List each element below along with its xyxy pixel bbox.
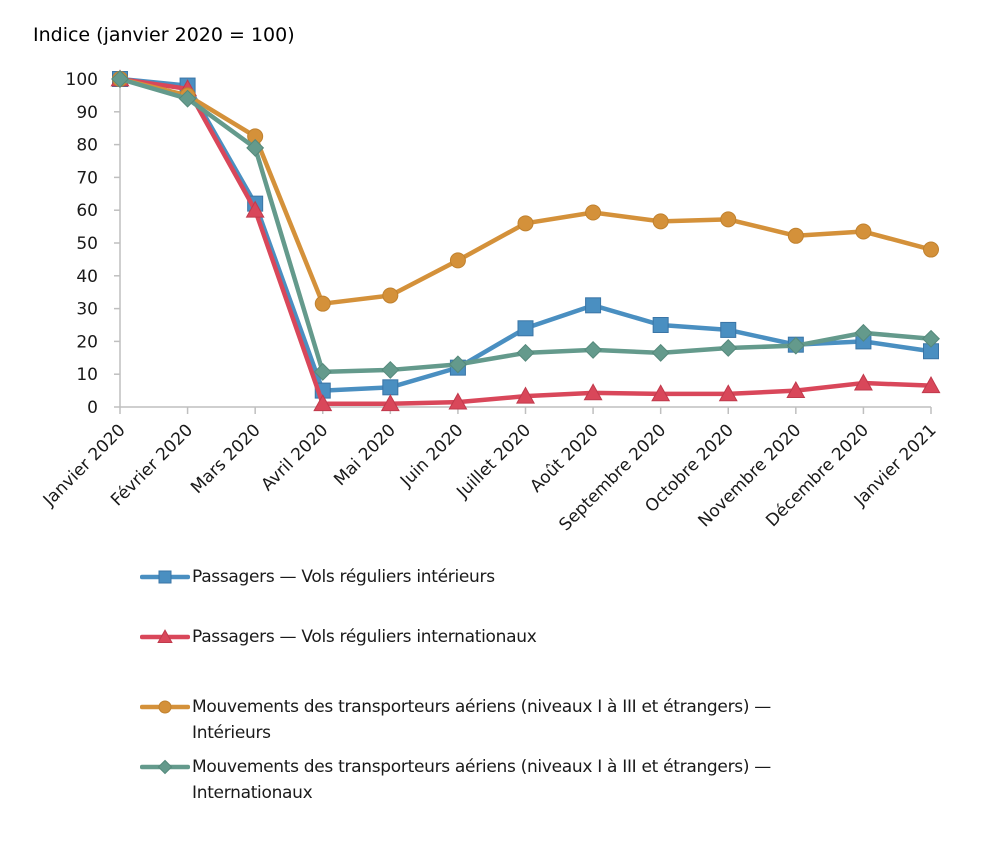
y-tick-label: 90 [76,103,98,123]
series-3 [112,71,939,312]
y-tick-labels: 0 10 20 30 40 50 60 70 80 90 100 [66,70,98,418]
data-point [448,392,468,410]
data-point [719,339,738,357]
data-point [854,323,873,342]
legend-swatch-diamond-icon [140,759,190,775]
data-point [853,373,873,391]
legend-marker [157,759,173,775]
data-point [381,360,400,379]
legend-swatch-square-icon [140,570,190,584]
x-tick-label: Avril 2020 [257,420,332,495]
legend-label-line: Passagers — Vols réguliers intérieurs [192,567,495,587]
data-point [382,379,399,396]
data-point [718,384,738,402]
legend-item: Mouvements des transporteurs aériens (ni… [140,754,771,806]
legend-label: Passagers — Vols réguliers intérieurs [192,564,495,590]
legend-label-line: Passagers — Vols réguliers internationau… [192,627,537,647]
legend-label: Mouvements des transporteurs aériens (ni… [192,754,771,806]
data-point [313,362,332,381]
data-point [111,70,129,88]
y-tick-label: 10 [76,365,98,385]
data-point [786,336,805,355]
legend-label-line: Mouvements des transporteurs aériens (ni… [192,757,771,777]
legend-swatch-circle-icon [140,700,190,714]
y-tick-label: 30 [76,300,98,320]
series-4 [111,70,940,381]
data-point [787,227,804,244]
y-tick-label: 100 [66,70,98,90]
data-point [245,200,265,218]
y-tick-label: 70 [76,168,98,188]
legend-label-line: Mouvements des transporteurs aériens (ni… [192,697,771,717]
data-point [517,215,534,232]
legend-item: Passagers — Vols réguliers internationau… [140,624,537,650]
series-line [119,76,932,306]
data-point [720,321,737,338]
data-point [652,213,669,230]
data-point [516,386,535,404]
x-tick-label: Mai 2020 [330,420,400,490]
data-point [313,394,333,412]
data-point [517,320,534,337]
series-group [110,69,941,412]
y-tick-label: 0 [87,398,98,418]
data-point [585,297,602,314]
legend-item: Passagers — Vols réguliers intérieurs [140,564,495,590]
data-point [855,223,872,240]
y-tick-label: 20 [76,332,98,352]
axes [114,78,932,414]
legend-swatch-triangle-icon [140,629,190,644]
legend-label-line: Internationaux [192,783,313,803]
x-tick-label: Mars 2020 [187,420,265,498]
data-point [651,343,670,362]
legend-item: Mouvements des transporteurs aériens (ni… [140,694,771,746]
data-point [786,380,806,398]
legend-label: Mouvements des transporteurs aériens (ni… [192,694,771,746]
data-point [448,355,467,374]
legend-marker [158,570,172,584]
data-point [246,138,265,157]
y-tick-label: 80 [76,136,98,156]
y-tick-label: 60 [76,201,98,221]
data-point [314,295,331,312]
legend-label-line: Intérieurs [192,723,271,743]
legend-marker [157,629,173,644]
data-point [651,384,671,402]
legend-marker [158,700,172,714]
data-point [380,394,400,412]
data-point [585,204,602,221]
x-tick-label: Juin 2020 [396,420,467,491]
line-chart: Indice (janvier 2020 = 100) 0 10 20 30 40 50 6… [33,24,941,535]
data-point [923,241,939,258]
data-point [449,252,466,269]
data-point [921,376,941,394]
data-point [516,343,535,362]
y-tick-label: 40 [76,267,98,287]
data-point [720,211,737,228]
data-point [652,317,669,333]
data-point [382,287,399,304]
data-point [922,329,940,348]
data-point [583,383,603,401]
legend-label: Passagers — Vols réguliers internationau… [192,624,537,650]
data-point [178,89,197,108]
y-axis-title: Indice (janvier 2020 = 100) [33,24,295,46]
data-point [584,340,603,359]
y-tick-label: 50 [76,234,98,254]
